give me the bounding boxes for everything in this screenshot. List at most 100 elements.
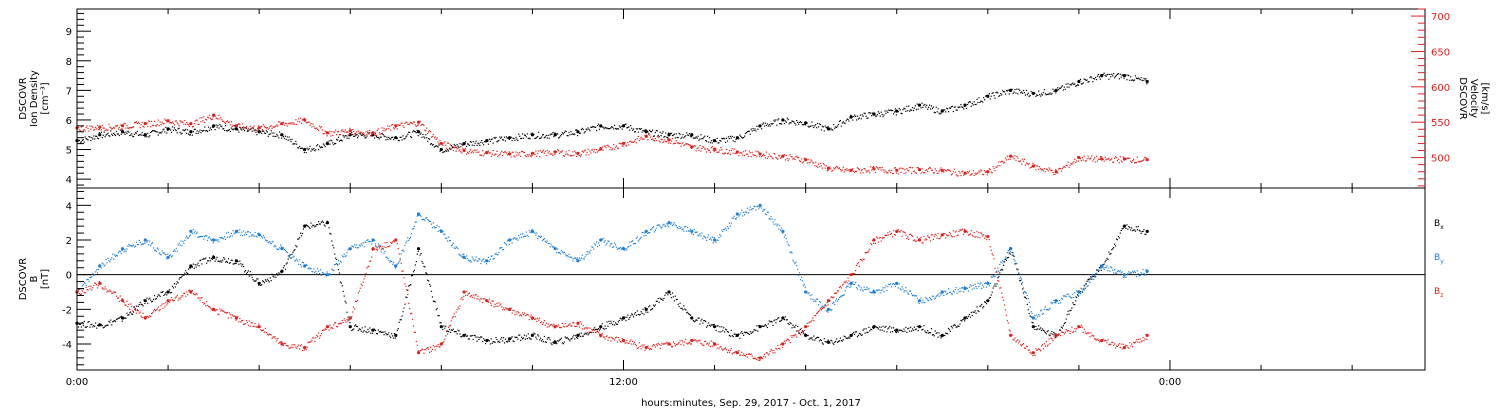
data-dot	[230, 317, 232, 319]
data-dot	[164, 131, 166, 133]
data-dot	[544, 150, 546, 152]
data-dot	[258, 131, 260, 133]
data-dot	[1137, 273, 1139, 275]
data-dot	[606, 321, 608, 323]
data-dot	[487, 150, 490, 152]
data-dot	[402, 311, 404, 313]
data-dot	[331, 268, 333, 270]
data-dot	[370, 332, 372, 334]
data-dot	[584, 256, 586, 258]
data-dot	[1076, 156, 1079, 158]
data-dot	[695, 319, 697, 321]
data-dot	[765, 124, 768, 127]
data-dot	[598, 128, 601, 130]
data-dot	[86, 325, 88, 328]
data-dot	[290, 140, 292, 143]
data-dot	[381, 247, 383, 250]
data-dot	[995, 285, 997, 287]
data-dot	[708, 238, 711, 241]
data-dot	[101, 287, 103, 289]
data-dot	[857, 334, 860, 337]
data-dot	[171, 299, 174, 301]
data-dot	[443, 233, 445, 235]
data-dot	[178, 125, 180, 127]
magnetic-field-series	[75, 203, 1149, 362]
data-dot	[662, 131, 664, 133]
data-dot	[1110, 76, 1112, 78]
data-dot	[367, 328, 369, 331]
data-dot	[246, 271, 249, 274]
data-dot	[133, 306, 136, 308]
data-dot	[824, 303, 826, 305]
data-dot	[957, 289, 959, 291]
data-dot	[153, 294, 156, 297]
data-dot	[225, 122, 227, 125]
data-dot	[525, 136, 527, 138]
data-dot	[984, 301, 986, 303]
data-dot	[1011, 251, 1013, 253]
data-dot	[1060, 326, 1063, 328]
data-dot	[167, 291, 169, 293]
data-dot	[1090, 276, 1092, 278]
data-dot	[743, 211, 745, 214]
data-dot	[543, 335, 545, 338]
data-dot	[437, 146, 439, 148]
data-dot	[219, 237, 221, 239]
data-dot	[599, 328, 601, 330]
data-dot	[1049, 307, 1051, 309]
data-dot	[400, 253, 402, 255]
data-point	[348, 129, 352, 133]
data-dot	[1129, 157, 1131, 159]
data-dot	[142, 134, 144, 136]
data-dot	[613, 242, 616, 244]
data-dot	[495, 336, 497, 339]
data-dot	[117, 128, 119, 130]
data-dot	[437, 230, 439, 232]
data-dot	[496, 338, 498, 341]
data-dot	[620, 318, 622, 320]
data-dot	[516, 336, 518, 338]
data-dot	[842, 294, 844, 296]
data-dot	[552, 154, 554, 157]
data-dot	[310, 268, 312, 270]
data-dot	[240, 263, 242, 265]
data-dot	[878, 289, 880, 291]
data-dot	[118, 317, 120, 319]
data-dot	[121, 129, 123, 131]
data-dot	[343, 253, 345, 255]
data-dot	[1023, 158, 1026, 161]
data-dot	[1082, 289, 1084, 291]
data-dot	[454, 330, 456, 333]
data-dot	[911, 167, 914, 169]
data-dot	[242, 123, 244, 125]
data-dot	[312, 149, 314, 151]
data-dot	[269, 125, 271, 127]
data-dot	[343, 131, 345, 133]
data-dot	[766, 326, 768, 329]
data-dot	[1059, 87, 1062, 89]
data-dot	[118, 126, 120, 129]
data-dot	[1009, 251, 1011, 253]
data-dot	[1123, 276, 1125, 278]
data-dot	[246, 231, 249, 233]
data-dot	[424, 266, 426, 268]
data-dot	[651, 308, 654, 310]
data-dot	[968, 286, 971, 289]
data-dot	[686, 143, 688, 145]
data-dot	[1105, 75, 1107, 77]
data-dot	[771, 321, 773, 323]
data-dot	[91, 125, 93, 127]
data-dot	[973, 101, 975, 103]
data-dot	[931, 169, 934, 171]
data-dot	[343, 295, 345, 297]
data-dot	[1142, 269, 1144, 271]
data-dot	[819, 124, 822, 126]
data-dot	[199, 236, 201, 238]
data-dot	[446, 147, 448, 149]
data-dot	[262, 329, 265, 331]
data-dot	[348, 137, 350, 139]
data-dot	[104, 264, 106, 266]
data-dot	[1002, 264, 1005, 266]
data-dot	[747, 155, 749, 157]
data-dot	[1063, 86, 1065, 88]
